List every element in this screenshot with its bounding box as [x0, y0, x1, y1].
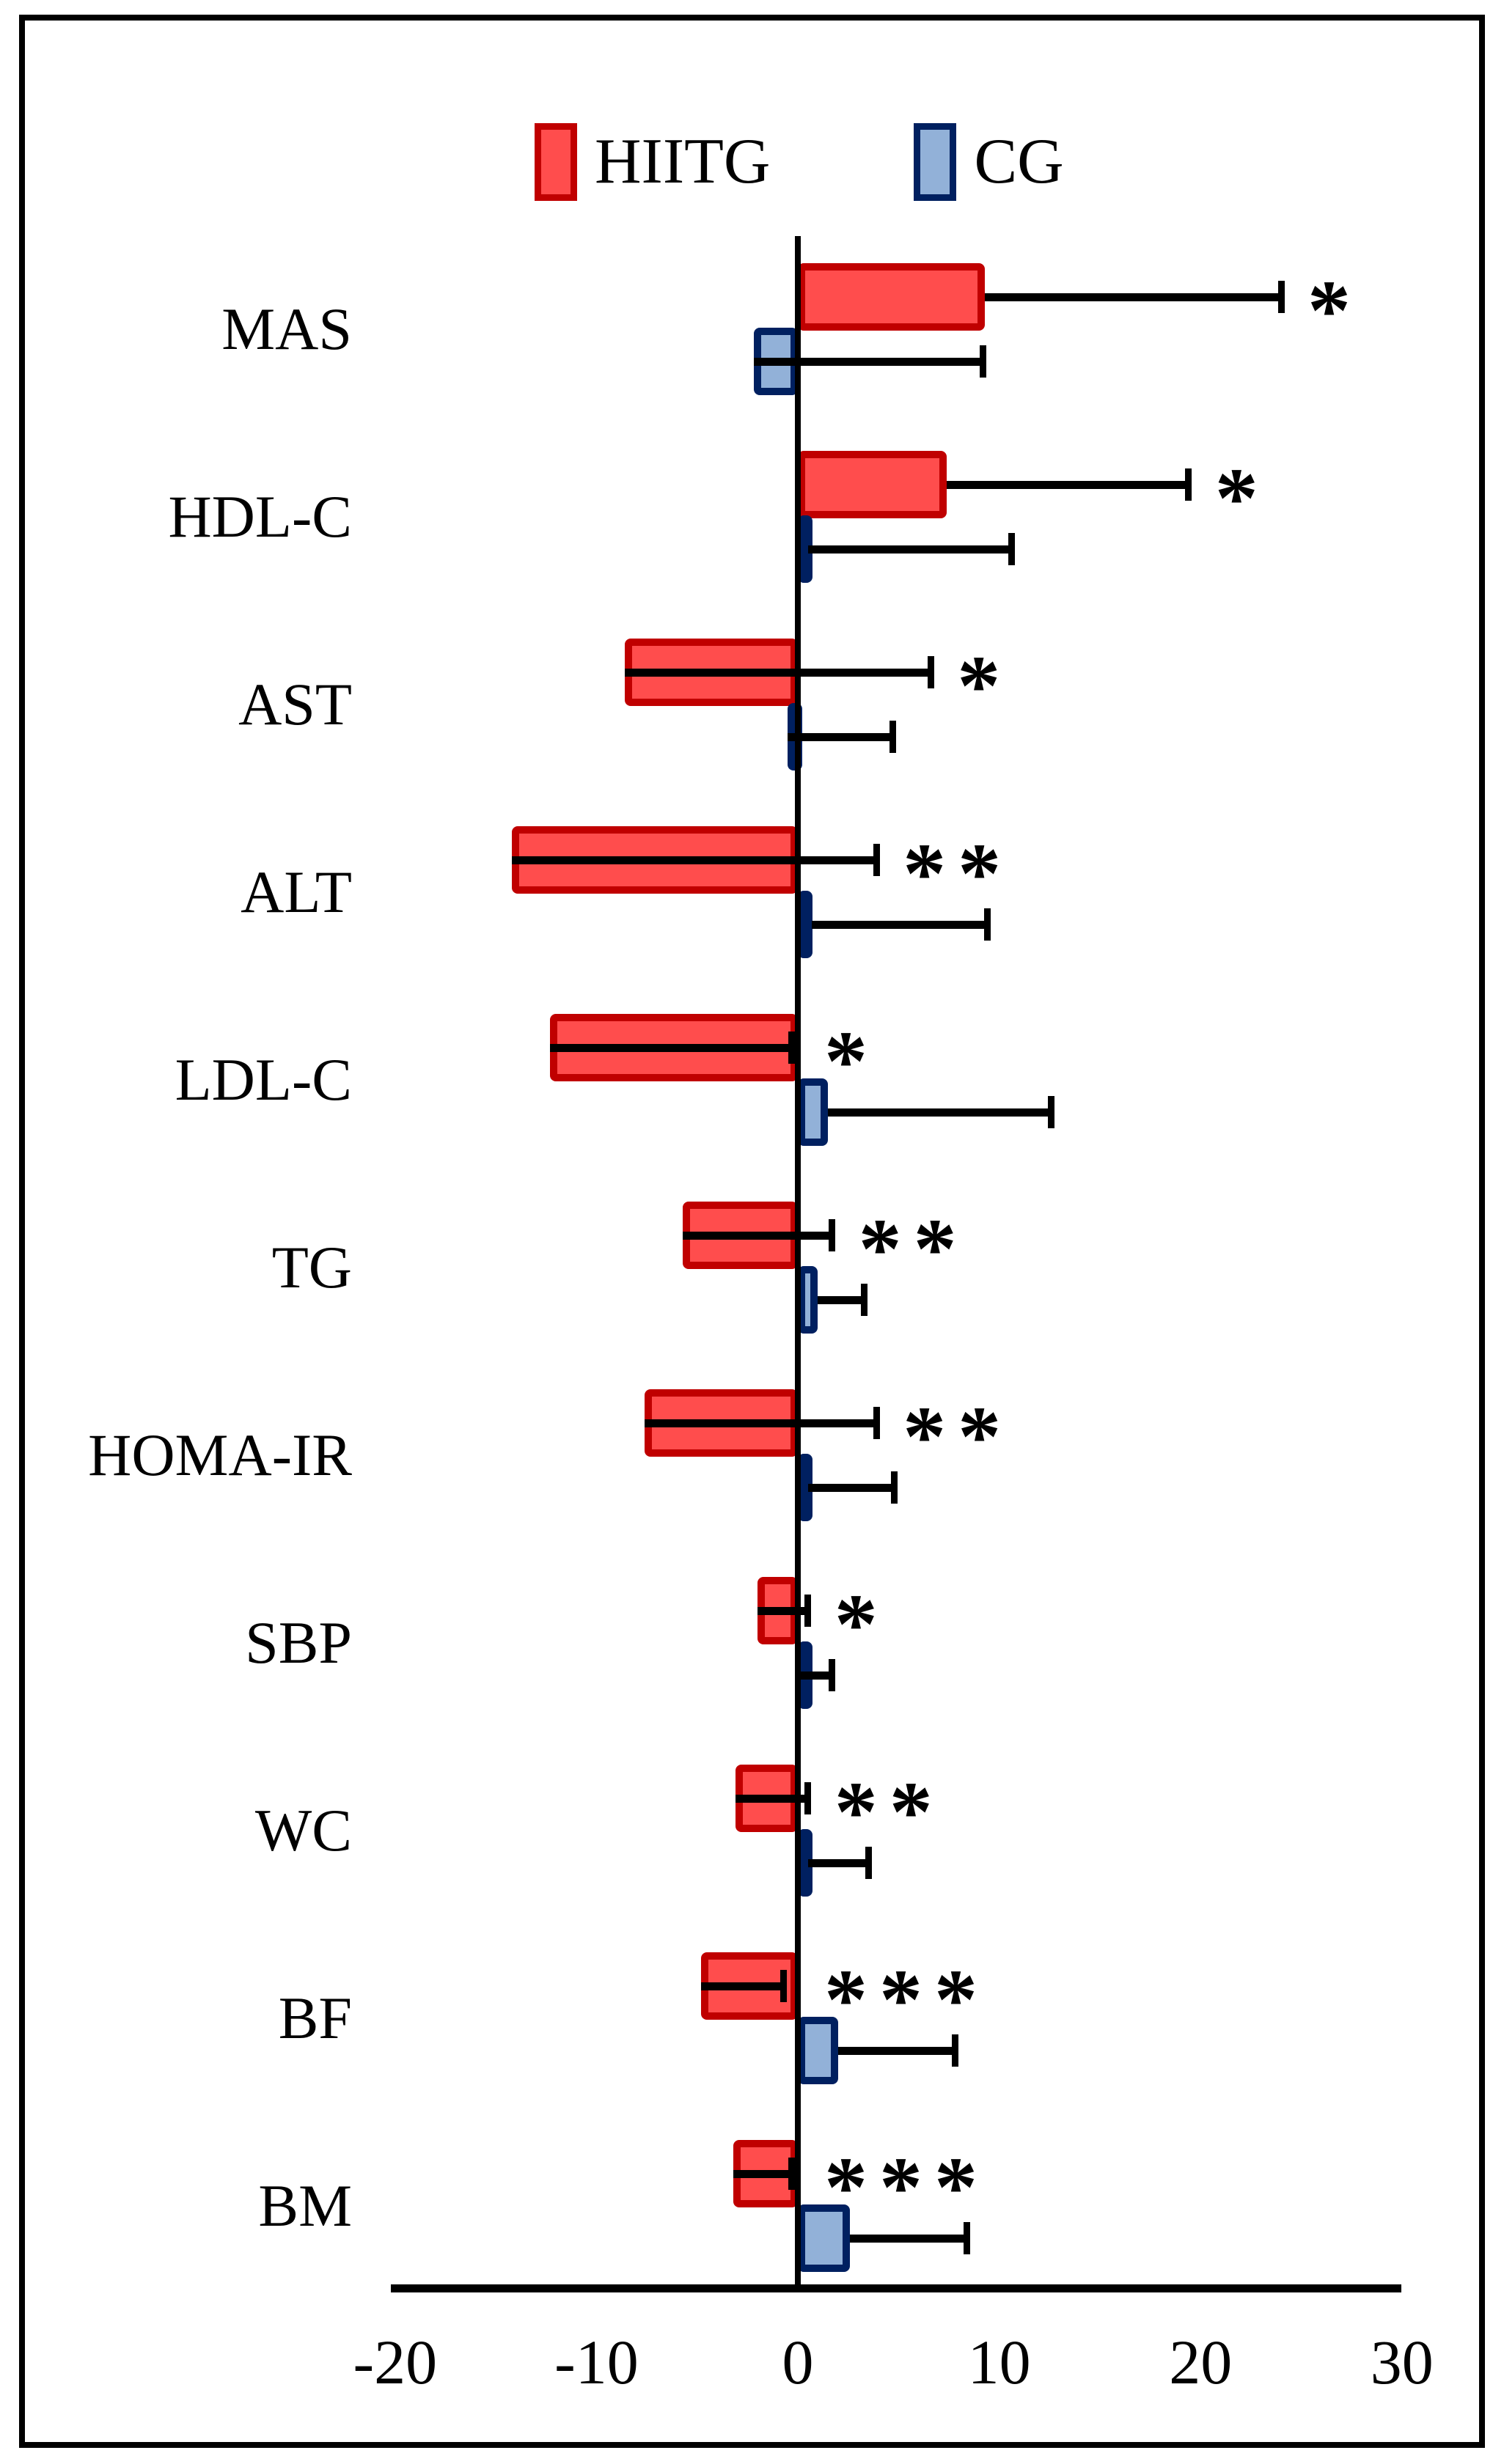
error-cap-hiitg-bm — [788, 2158, 796, 2190]
error-bar-cg-bf — [837, 2046, 955, 2055]
legend: HIITG CG — [535, 123, 1064, 201]
bar-cg-ldl-c — [798, 1078, 829, 1146]
error-bar-hiitg-mas — [985, 293, 1282, 301]
significance-homa-ir: ** — [903, 1389, 1013, 1485]
error-bar-cg-alt — [812, 920, 988, 929]
error-bar-hiitg-sbp — [757, 1606, 808, 1615]
error-bar-hiitg-bf — [701, 1982, 784, 1990]
x-tick-label-neg20: -20 — [353, 2327, 438, 2397]
error-bar-cg-ast — [788, 732, 893, 741]
category-label-alt: ALT — [241, 858, 352, 925]
significance-bf: *** — [824, 1952, 989, 2048]
error-bar-cg-bm — [850, 2234, 967, 2243]
significance-tg: ** — [858, 1201, 969, 1297]
x-tick-label-30: 30 — [1370, 2327, 1434, 2397]
significance-ast: * — [957, 638, 1013, 734]
error-cap-hiitg-mas — [1277, 281, 1285, 313]
error-bar-hiitg-wc — [735, 1794, 808, 1803]
error-cap-cg-alt — [983, 908, 991, 941]
significance-sbp: * — [834, 1576, 889, 1672]
error-cap-cg-tg — [861, 1284, 868, 1316]
error-cap-cg-homa-ir — [891, 1471, 898, 1504]
error-bar-cg-homa-ir — [807, 1483, 895, 1492]
legend-swatch-cg — [914, 123, 957, 201]
bar-cg-bf — [798, 2017, 838, 2084]
x-tick-label-neg10: -10 — [554, 2327, 639, 2397]
error-bar-cg-sbp — [799, 1671, 832, 1680]
category-label-tg: TG — [271, 1234, 352, 1301]
error-bar-hiitg-homa-ir — [645, 1419, 877, 1427]
x-tick-label-20: 20 — [1169, 2327, 1233, 2397]
error-cap-hiitg-hdl-c — [1185, 468, 1192, 501]
error-bar-cg-ldl-c — [828, 1108, 1052, 1117]
bar-hiitg-mas — [798, 263, 986, 331]
x-tick-label-0: 0 — [782, 2327, 814, 2397]
error-cap-hiitg-wc — [804, 1782, 812, 1814]
error-cap-cg-wc — [865, 1847, 872, 1879]
category-label-bf: BF — [278, 1985, 352, 2051]
error-bar-hiitg-tg — [683, 1231, 832, 1240]
error-cap-hiitg-ast — [927, 656, 934, 688]
error-cap-hiitg-ldl-c — [788, 1031, 796, 1064]
x-tick-label-10: 10 — [967, 2327, 1031, 2397]
significance-mas: * — [1307, 262, 1363, 358]
error-cap-hiitg-bf — [780, 1970, 788, 2002]
error-cap-cg-bm — [964, 2222, 971, 2254]
category-label-ast: AST — [238, 671, 352, 738]
bar-hiitg-hdl-c — [798, 451, 947, 518]
category-label-hdl-c: HDL-C — [168, 483, 352, 550]
error-cap-cg-bf — [951, 2034, 958, 2067]
error-cap-hiitg-tg — [829, 1219, 836, 1251]
error-bar-hiitg-hdl-c — [947, 480, 1189, 489]
significance-ldl-c: * — [824, 1013, 879, 1109]
error-bar-cg-mas — [753, 357, 983, 366]
error-bar-cg-hdl-c — [807, 545, 1012, 554]
category-label-sbp: SBP — [245, 1609, 352, 1676]
error-cap-cg-ast — [889, 721, 896, 753]
figure-frame — [19, 15, 1485, 2448]
error-cap-cg-ldl-c — [1048, 1096, 1055, 1128]
category-label-mas: MAS — [221, 295, 352, 362]
y-axis-line — [795, 236, 801, 2292]
bar-cg-tg — [798, 1266, 818, 1334]
error-cap-cg-mas — [980, 345, 987, 378]
x-axis-line — [391, 2284, 1401, 2292]
legend-label-cg: CG — [974, 126, 1064, 197]
error-bar-cg-wc — [807, 1858, 869, 1867]
error-bar-hiitg-alt — [512, 856, 877, 864]
error-cap-hiitg-alt — [873, 844, 880, 876]
error-cap-hiitg-homa-ir — [873, 1407, 880, 1439]
significance-alt: ** — [903, 825, 1013, 922]
error-cap-cg-hdl-c — [1008, 533, 1015, 565]
error-bar-hiitg-bm — [733, 2169, 792, 2178]
category-label-wc: WC — [254, 1797, 352, 1864]
error-cap-hiitg-sbp — [804, 1595, 812, 1627]
legend-label-hiitg: HIITG — [595, 126, 771, 197]
error-bar-hiitg-ast — [624, 668, 931, 677]
significance-hdl-c: * — [1214, 450, 1270, 546]
category-label-bm: BM — [258, 2172, 352, 2239]
significance-bm: *** — [824, 2139, 989, 2235]
bar-cg-bm — [798, 2204, 851, 2272]
legend-swatch-hiitg — [535, 123, 577, 201]
significance-wc: ** — [834, 1764, 944, 1860]
error-cap-cg-sbp — [829, 1659, 836, 1691]
bar-cg-alt — [798, 891, 812, 958]
category-label-homa-ir: HOMA-IR — [88, 1422, 352, 1488]
category-label-ldl-c: LDL-C — [175, 1046, 352, 1113]
error-bar-cg-tg — [818, 1295, 865, 1304]
error-bar-hiitg-ldl-c — [550, 1043, 792, 1052]
